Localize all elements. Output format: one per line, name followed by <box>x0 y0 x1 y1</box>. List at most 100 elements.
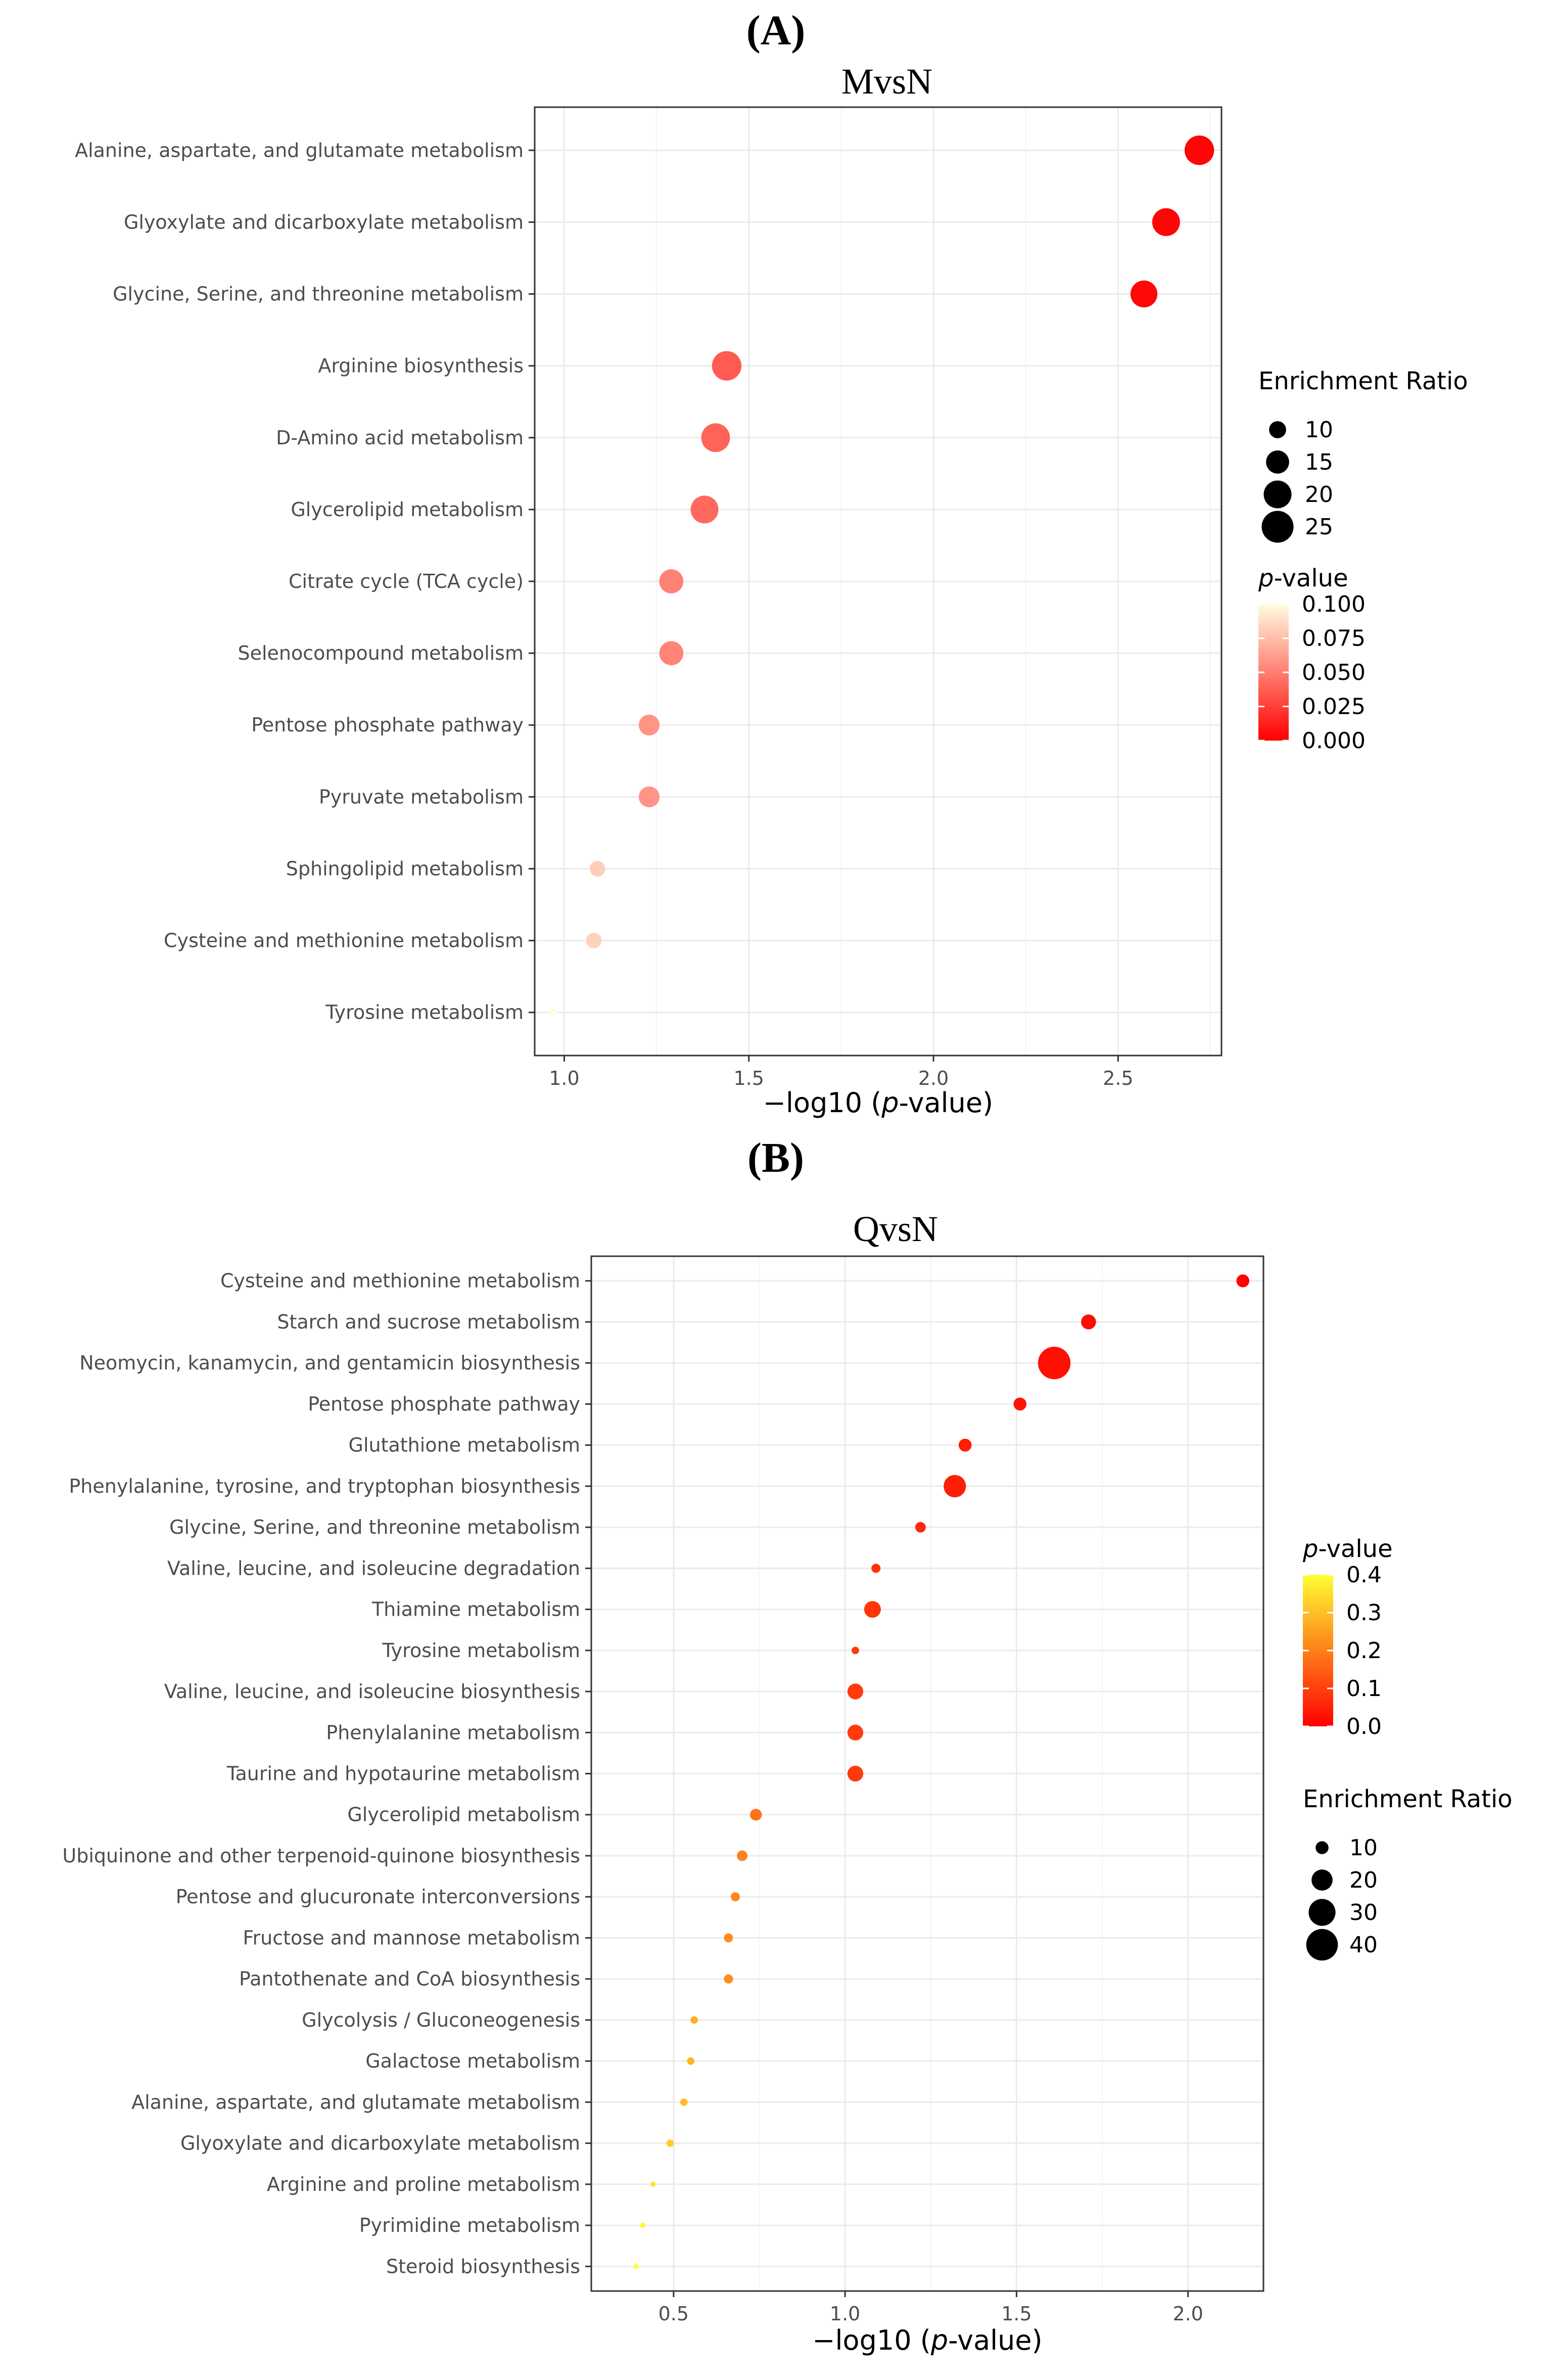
size-legend-key <box>1269 421 1286 438</box>
size-legend-key <box>1266 450 1289 474</box>
data-point <box>724 1933 733 1943</box>
y-tick-label: Glyoxylate and dicarboxylate metabolism <box>180 2132 580 2155</box>
color-bar-label: 0.000 <box>1302 728 1366 754</box>
data-point <box>847 1683 864 1700</box>
y-tick-label: Pentose and glucuronate interconversions <box>176 1886 580 1908</box>
y-tick-label: Glycerolipid metabolism <box>291 498 524 521</box>
y-tick-label: Fructose and mannose metabolism <box>243 1927 580 1949</box>
color-bar-label: 0.3 <box>1346 1600 1382 1626</box>
x-axis-title: −log10 (p-value) <box>812 2324 1042 2356</box>
data-point <box>724 1974 733 1984</box>
size-legend-label: 25 <box>1305 514 1333 540</box>
y-tick-label: Phenylalanine metabolism <box>326 1721 580 1744</box>
data-point <box>958 1438 972 1452</box>
data-point <box>737 1850 748 1861</box>
chart-panel-0: (A) MvsN Alanine, aspartate, and glutamate… <box>75 7 1468 1119</box>
size-legend-key <box>1306 1929 1338 1961</box>
y-tick-label: Pantothenate and CoA biosynthesis <box>239 1968 580 1990</box>
y-tick-label: Arginine biosynthesis <box>318 355 524 377</box>
color-legend-title: p-value <box>1302 1535 1393 1563</box>
y-tick-label: Alanine, aspartate, and glutamate metabo… <box>131 2091 580 2113</box>
x-tick-label: 1.5 <box>734 1067 764 1089</box>
x-tick-label: 2.0 <box>1172 2303 1203 2325</box>
data-point <box>852 1646 859 1655</box>
y-tick-label: Ubiquinone and other terpenoid-quinone b… <box>62 1845 580 1867</box>
data-point <box>871 1564 881 1573</box>
y-tick-label: Thiamine metabolism <box>371 1598 580 1621</box>
y-tick-label: Glycine, Serine, and threonine metabolis… <box>169 1516 580 1538</box>
data-point <box>730 1892 740 1902</box>
x-tick-label: 1.0 <box>549 1067 579 1089</box>
size-legend-key <box>1261 511 1294 543</box>
data-point <box>690 495 719 524</box>
size-legend-label: 20 <box>1349 1867 1378 1893</box>
data-point <box>701 423 730 452</box>
x-tick-label: 1.0 <box>830 2303 860 2325</box>
chart-title: QvsN <box>853 1209 938 1249</box>
size-legend-key <box>1308 1899 1336 1926</box>
data-point <box>589 861 605 877</box>
data-point <box>633 2264 639 2269</box>
x-tick-label: 0.5 <box>659 2303 689 2325</box>
y-tick-label: Starch and sucrose metabolism <box>277 1311 580 1333</box>
color-bar-label: 0.075 <box>1302 626 1366 652</box>
size-legend-label: 30 <box>1349 1900 1378 1926</box>
y-tick-label: Galactose metabolism <box>365 2050 580 2072</box>
color-bar-label: 0.2 <box>1346 1638 1382 1664</box>
y-tick-label: Neomycin, kanamycin, and gentamicin bios… <box>79 1352 580 1374</box>
data-point <box>680 2098 688 2106</box>
data-point <box>687 2057 695 2065</box>
y-tick-label: Selenocompound metabolism <box>238 642 524 664</box>
color-bar-label: 0.0 <box>1346 1714 1382 1740</box>
y-tick-label: Cysteine and methionine metabolism <box>164 930 524 952</box>
color-bar-label: 0.050 <box>1302 660 1366 685</box>
data-point <box>638 786 660 808</box>
data-point <box>640 2222 646 2228</box>
size-legend-label: 40 <box>1349 1932 1378 1958</box>
data-point <box>1081 1314 1096 1330</box>
color-bar-label: 0.025 <box>1302 694 1366 720</box>
size-legend-key <box>1263 480 1292 509</box>
x-tick-label: 1.5 <box>1001 2303 1031 2325</box>
data-point <box>1152 208 1180 236</box>
y-tick-label: Alanine, aspartate, and glutamate metabo… <box>75 139 524 161</box>
data-point <box>659 641 684 665</box>
data-point <box>586 933 602 948</box>
y-tick-label: Sphingolipid metabolism <box>286 857 524 880</box>
data-point <box>638 714 660 736</box>
y-tick-label: Glutathione metabolism <box>349 1434 581 1456</box>
data-point <box>549 1009 557 1016</box>
panel-label: (A) <box>746 7 806 54</box>
size-legend-label: 20 <box>1305 482 1333 508</box>
data-point <box>659 569 684 593</box>
y-tick-label: D-Amino acid metabolism <box>276 427 524 449</box>
data-point <box>690 2016 698 2024</box>
color-bar-label: 0.4 <box>1346 1562 1382 1588</box>
data-point <box>750 1809 762 1821</box>
data-point <box>1130 280 1158 308</box>
data-point <box>666 2139 674 2147</box>
y-tick-label: Pentose phosphate pathway <box>251 714 524 736</box>
data-point <box>1236 1274 1250 1288</box>
size-legend-label: 15 <box>1305 449 1333 475</box>
data-point <box>944 1475 966 1498</box>
y-tick-label: Pyruvate metabolism <box>319 786 524 808</box>
y-tick-label: Glyoxylate and dicarboxylate metabolism <box>124 211 524 233</box>
data-point <box>1184 135 1214 165</box>
y-tick-label: Taurine and hypotaurine metabolism <box>226 1763 580 1785</box>
chart-panel-1: (B) QvsN Cysteine and methionine metabolis… <box>62 1134 1512 2356</box>
color-bar-label: 0.100 <box>1302 591 1366 617</box>
size-legend-label: 10 <box>1349 1835 1378 1861</box>
data-point <box>712 351 742 381</box>
y-tick-label: Tyrosine metabolism <box>325 1001 524 1024</box>
data-point <box>1038 1347 1071 1380</box>
y-tick-label: Arginine and proline metabolism <box>267 2173 580 2195</box>
data-point <box>847 1765 864 1782</box>
y-tick-label: Cysteine and methionine metabolism <box>220 1270 580 1292</box>
size-legend-key <box>1315 1841 1329 1854</box>
x-tick-label: 2.0 <box>918 1067 949 1089</box>
y-tick-label: Tyrosine metabolism <box>382 1639 580 1662</box>
y-tick-label: Pentose phosphate pathway <box>308 1393 580 1415</box>
x-tick-label: 2.5 <box>1103 1067 1133 1089</box>
